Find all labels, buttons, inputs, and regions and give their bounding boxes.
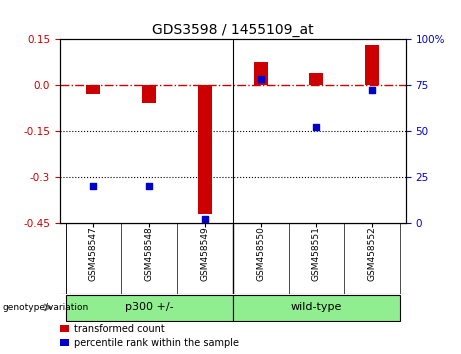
Bar: [233, 295, 400, 321]
Point: [313, 125, 320, 130]
Text: genotype/variation: genotype/variation: [2, 303, 89, 312]
Bar: [309, 73, 324, 85]
Text: GSM458550: GSM458550: [256, 227, 265, 281]
Text: wild-type: wild-type: [291, 302, 342, 313]
Bar: [60, 339, 69, 346]
Text: transformed count: transformed count: [74, 324, 165, 334]
Bar: [254, 62, 268, 85]
Text: GSM458551: GSM458551: [312, 227, 321, 281]
Point: [257, 76, 264, 82]
Bar: [86, 85, 100, 94]
Bar: [65, 295, 233, 321]
Bar: [142, 85, 156, 103]
Text: GSM458548: GSM458548: [145, 227, 154, 281]
Point: [90, 183, 97, 189]
Bar: [60, 325, 69, 332]
Text: GSM458547: GSM458547: [89, 227, 98, 281]
Point: [201, 217, 209, 222]
Text: GSM458552: GSM458552: [368, 227, 377, 281]
Bar: [365, 45, 379, 85]
Title: GDS3598 / 1455109_at: GDS3598 / 1455109_at: [152, 23, 313, 36]
Point: [146, 183, 153, 189]
Text: GSM458549: GSM458549: [201, 227, 209, 281]
Text: percentile rank within the sample: percentile rank within the sample: [74, 338, 239, 348]
Bar: [198, 85, 212, 214]
Text: p300 +/-: p300 +/-: [125, 302, 173, 313]
Point: [368, 88, 376, 93]
